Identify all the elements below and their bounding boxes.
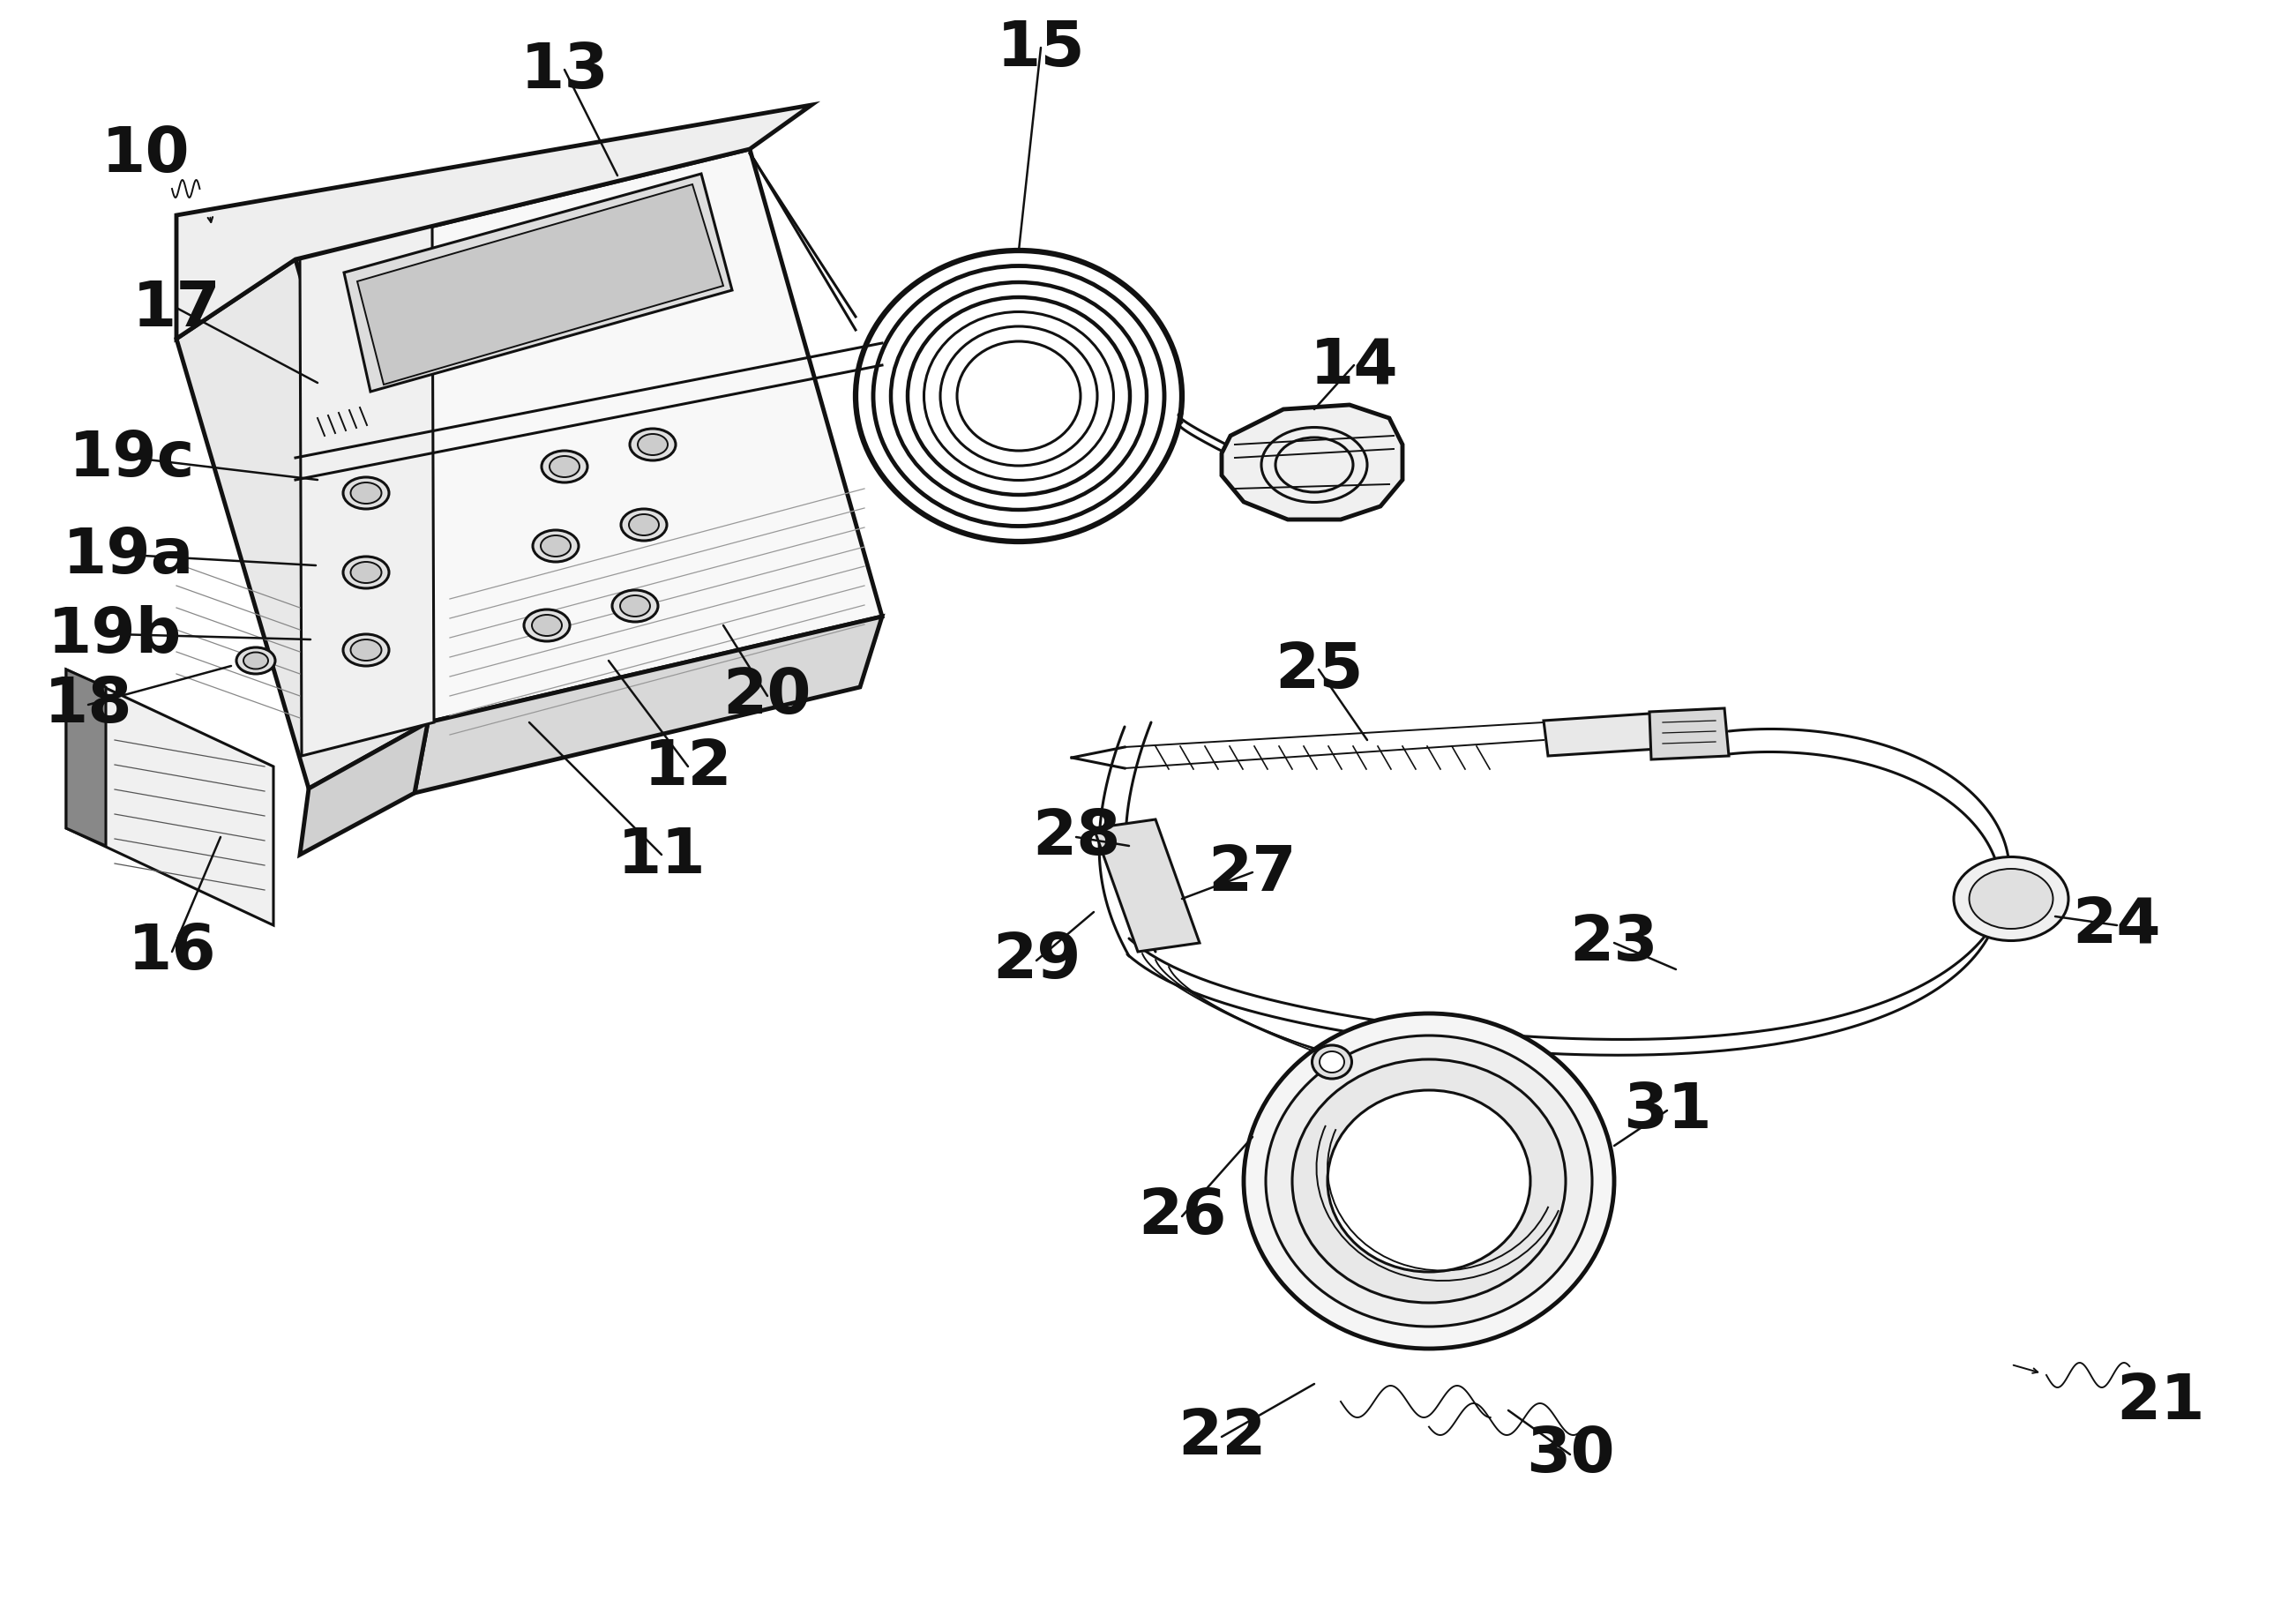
Ellipse shape [1327,1091,1531,1272]
Ellipse shape [523,610,569,642]
Ellipse shape [957,342,1081,451]
Polygon shape [296,150,882,723]
Ellipse shape [1954,858,2069,941]
Ellipse shape [533,531,579,563]
Text: 20: 20 [723,666,813,726]
Ellipse shape [638,435,668,456]
Text: 25: 25 [1274,640,1364,701]
Polygon shape [416,618,882,794]
Ellipse shape [1244,1014,1614,1349]
Text: 15: 15 [996,18,1086,78]
Polygon shape [177,106,810,339]
Ellipse shape [351,563,381,584]
Text: 17: 17 [131,278,220,339]
Ellipse shape [620,509,666,541]
Ellipse shape [342,557,388,589]
Polygon shape [67,670,106,846]
Polygon shape [301,227,434,757]
Ellipse shape [629,515,659,536]
Text: 14: 14 [1309,336,1398,397]
Text: 26: 26 [1137,1186,1226,1246]
Text: 19b: 19b [48,605,181,666]
Ellipse shape [351,640,381,661]
Ellipse shape [1293,1059,1566,1302]
Ellipse shape [342,478,388,509]
Text: 11: 11 [618,824,705,885]
Polygon shape [67,670,273,926]
Ellipse shape [620,595,650,618]
Ellipse shape [351,483,381,504]
Polygon shape [177,261,427,789]
Polygon shape [301,723,427,854]
Text: 12: 12 [643,736,732,797]
Ellipse shape [1311,1045,1352,1078]
Text: 13: 13 [521,40,608,101]
Text: 29: 29 [992,931,1081,992]
Ellipse shape [1265,1035,1591,1326]
Polygon shape [1093,819,1199,952]
Text: 18: 18 [44,675,133,736]
Ellipse shape [542,451,588,483]
Polygon shape [358,186,723,386]
Text: 19a: 19a [62,525,193,586]
Text: 30: 30 [1525,1424,1614,1485]
Polygon shape [1221,405,1403,520]
Ellipse shape [342,635,388,667]
Ellipse shape [1970,869,2053,930]
Text: 31: 31 [1623,1080,1711,1141]
Ellipse shape [613,590,659,622]
Ellipse shape [236,648,276,674]
Ellipse shape [243,653,269,669]
Text: 21: 21 [2117,1371,2206,1432]
Polygon shape [344,174,732,392]
Ellipse shape [549,456,579,478]
Text: 16: 16 [129,922,216,982]
Polygon shape [1543,714,1658,757]
Text: 22: 22 [1178,1406,1265,1467]
Ellipse shape [1320,1051,1343,1074]
Polygon shape [1649,709,1729,760]
Text: 27: 27 [1208,842,1297,902]
Ellipse shape [533,616,563,637]
Ellipse shape [540,536,572,557]
Text: 19c: 19c [69,427,195,490]
Text: 28: 28 [1031,806,1120,867]
Text: 10: 10 [101,123,191,184]
Text: 24: 24 [2073,896,2161,957]
Text: 23: 23 [1570,914,1658,974]
Ellipse shape [629,429,675,461]
